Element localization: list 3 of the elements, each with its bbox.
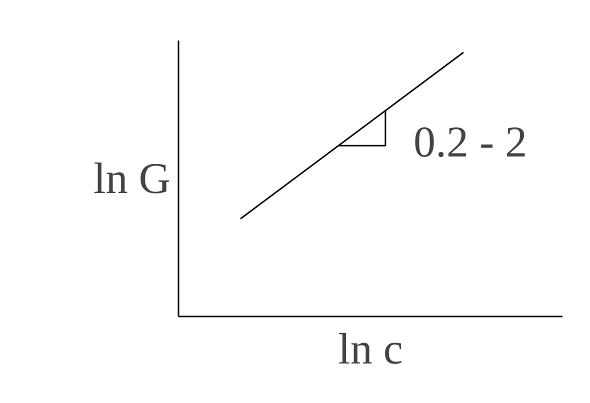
y-axis-title: ln G: [94, 154, 170, 203]
x-axis-title: ln c: [338, 324, 403, 374]
annotation: 0.2 - 2: [414, 118, 528, 166]
